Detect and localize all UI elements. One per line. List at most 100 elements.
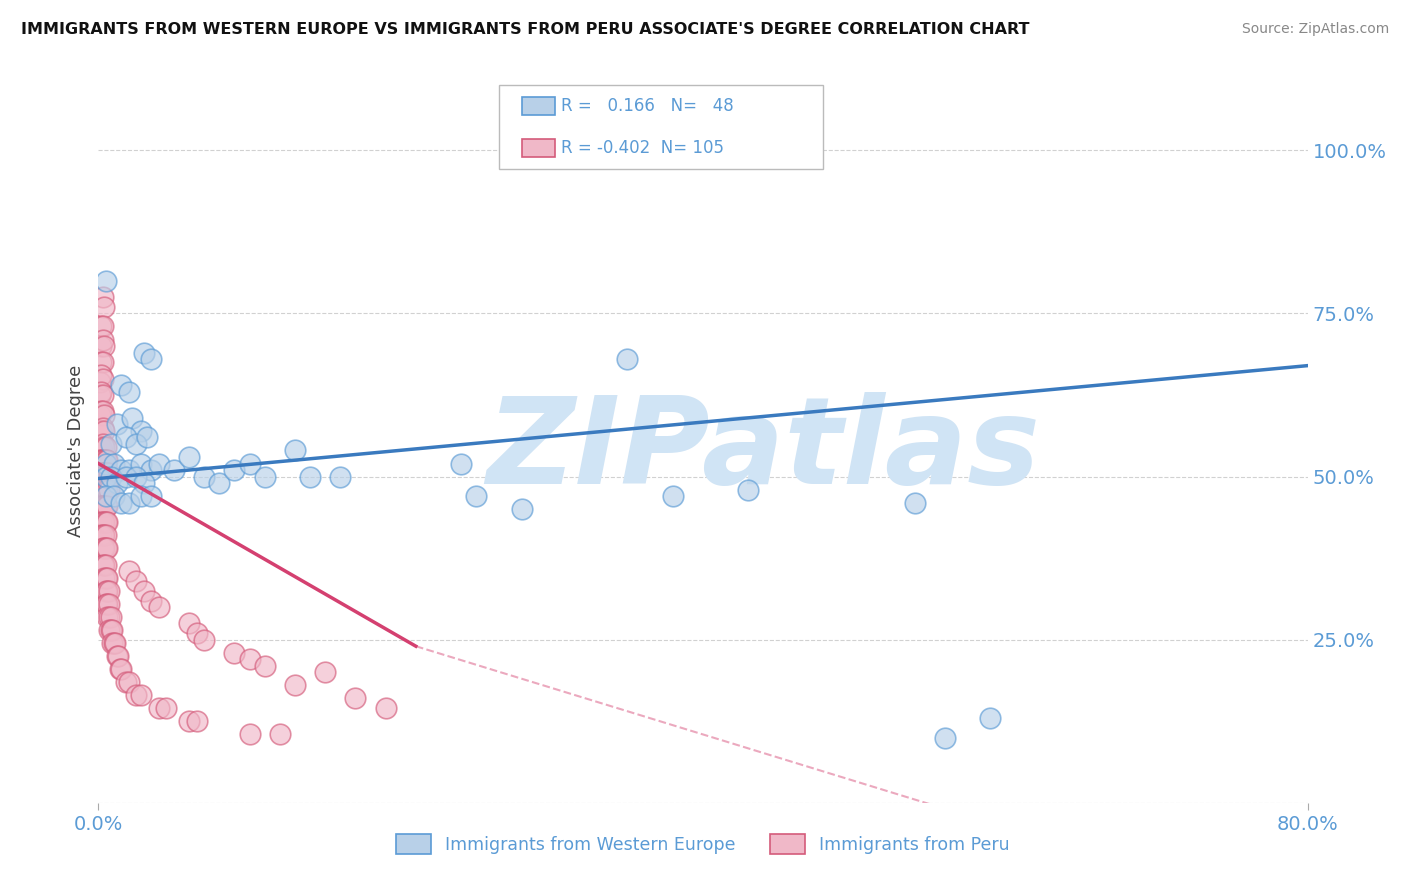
Point: [100, 623, 122, 637]
Point: [89, 440, 111, 454]
Point: [110, 463, 132, 477]
Point: [90, 483, 112, 497]
Point: [93, 300, 115, 314]
Point: [374, 701, 396, 715]
Point: [129, 457, 152, 471]
Point: [121, 410, 143, 425]
Point: [737, 483, 759, 497]
Point: [94, 457, 117, 471]
Point: [314, 665, 336, 680]
Point: [96, 597, 118, 611]
Point: [129, 424, 152, 438]
Point: [155, 701, 177, 715]
Point: [91, 453, 114, 467]
Point: [91, 528, 114, 542]
Text: ZIPatlas: ZIPatlas: [486, 392, 1040, 509]
Point: [132, 583, 155, 598]
Point: [89, 424, 111, 438]
Point: [94, 541, 117, 556]
Point: [141, 489, 163, 503]
Point: [661, 489, 683, 503]
Text: R = -0.402  N= 105: R = -0.402 N= 105: [561, 139, 724, 157]
Point: [94, 483, 117, 497]
Point: [90, 404, 112, 418]
Point: [465, 489, 488, 503]
Point: [148, 457, 170, 471]
Point: [94, 597, 117, 611]
Point: [89, 453, 111, 467]
Point: [94, 440, 117, 454]
Point: [96, 610, 118, 624]
Point: [586, 136, 609, 151]
Point: [101, 623, 124, 637]
Point: [93, 541, 115, 556]
Point: [101, 636, 124, 650]
Point: [98, 467, 121, 481]
Point: [934, 731, 956, 745]
Point: [90, 319, 112, 334]
Y-axis label: Associate's Degree: Associate's Degree: [66, 364, 84, 537]
Point: [103, 489, 125, 503]
Point: [125, 688, 148, 702]
Point: [91, 290, 114, 304]
Point: [90, 440, 112, 454]
Point: [110, 662, 132, 676]
Point: [179, 616, 201, 631]
Point: [96, 541, 118, 556]
Point: [93, 499, 115, 513]
Point: [93, 483, 115, 497]
Point: [329, 469, 352, 483]
Point: [96, 453, 118, 467]
Point: [94, 515, 117, 529]
Point: [93, 515, 115, 529]
Point: [91, 499, 114, 513]
Point: [179, 450, 201, 464]
Point: [224, 646, 246, 660]
Point: [163, 463, 186, 477]
Point: [94, 469, 117, 483]
Point: [284, 443, 307, 458]
Point: [91, 437, 114, 451]
Point: [94, 274, 117, 288]
Point: [94, 583, 117, 598]
Point: [89, 499, 111, 513]
Point: [93, 571, 115, 585]
Point: [148, 600, 170, 615]
Point: [96, 515, 118, 529]
Point: [129, 489, 152, 503]
Point: [114, 675, 136, 690]
Point: [93, 339, 115, 353]
Point: [90, 384, 112, 399]
Point: [91, 404, 114, 418]
Point: [98, 483, 121, 497]
Point: [239, 727, 262, 741]
Text: R =   0.166   N=   48: R = 0.166 N= 48: [561, 97, 734, 115]
Point: [96, 467, 118, 481]
Point: [90, 355, 112, 369]
Point: [208, 476, 231, 491]
Point: [110, 378, 132, 392]
Point: [91, 420, 114, 434]
Point: [107, 648, 129, 663]
Point: [96, 499, 118, 513]
Point: [193, 469, 215, 483]
Point: [105, 648, 128, 663]
Point: [93, 408, 115, 422]
Point: [186, 714, 208, 729]
Point: [90, 467, 112, 481]
Point: [98, 623, 121, 637]
Point: [89, 408, 111, 422]
Point: [118, 496, 141, 510]
Point: [904, 496, 927, 510]
Point: [89, 467, 111, 481]
Point: [299, 469, 322, 483]
Point: [90, 424, 112, 438]
Point: [91, 558, 114, 572]
Point: [89, 375, 111, 389]
Point: [90, 499, 112, 513]
Point: [269, 727, 291, 741]
Point: [125, 574, 148, 588]
Point: [100, 437, 122, 451]
Point: [89, 483, 111, 497]
Point: [93, 467, 115, 481]
